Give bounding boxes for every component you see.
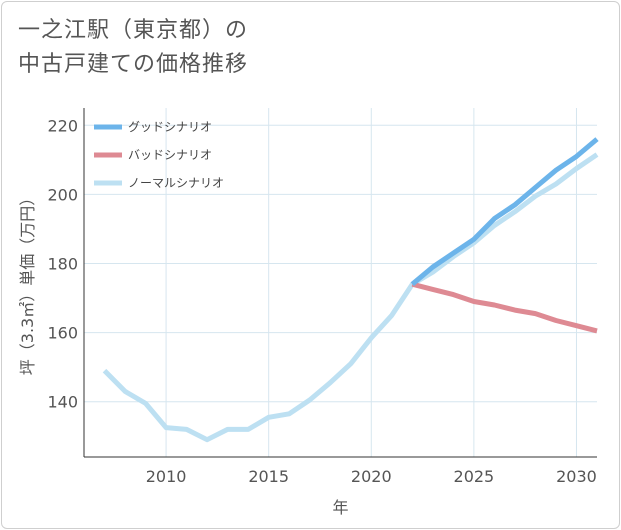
chart-title-line-2: 中古戸建ての価格推移 [18, 52, 249, 77]
series-line-1 [411, 281, 598, 334]
y-tick-label: 140 [47, 393, 78, 412]
x-axis-label: 年 [332, 498, 348, 517]
x-tick-label: 2015 [248, 467, 289, 486]
y-tick-label: 180 [47, 254, 78, 273]
y-tick-label: 220 [47, 116, 78, 135]
grid-lines [84, 108, 597, 457]
y-tick-label: 160 [47, 324, 78, 343]
x-tick-label: 2010 [146, 467, 187, 486]
x-tick-label: 2030 [556, 467, 597, 486]
legend-label-2: ノーマルシナリオ [128, 176, 224, 190]
x-tick-label: 2020 [351, 467, 392, 486]
chart-title-line-1: 一之江駅（東京都）の [18, 18, 249, 43]
series-line-0 [410, 137, 599, 287]
axes: 2010 2015 2020 2025 2030 140 160 180 200 220 [47, 108, 597, 486]
y-tick-label: 200 [47, 185, 78, 204]
y-axis-label: 坪（3.3㎡）単価（万円） [18, 190, 37, 375]
series-line-2 [102, 152, 599, 443]
chart-title: 一之江駅（東京都）の 中古戸建ての価格推移 [18, 14, 248, 82]
legend-label-0: グッドシナリオ [128, 120, 212, 134]
x-tick-label: 2025 [454, 467, 495, 486]
legend-label-1: バッドシナリオ [128, 148, 212, 162]
series-layer [102, 137, 599, 443]
